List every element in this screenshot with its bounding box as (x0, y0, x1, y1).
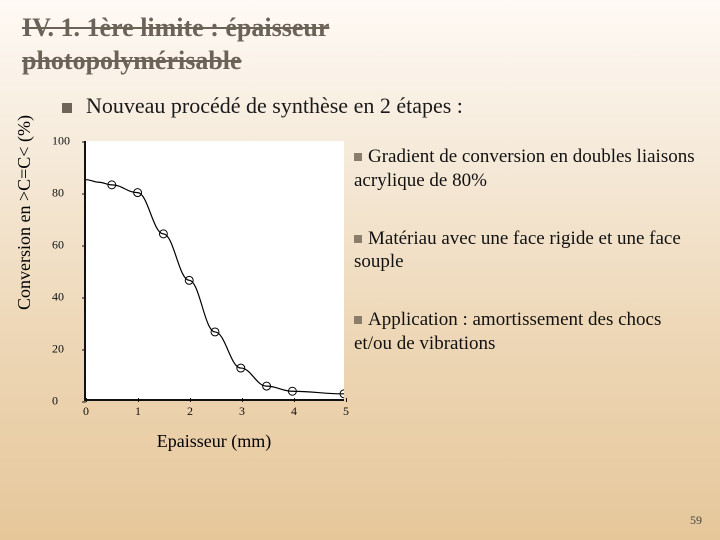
bullet-list: Gradient de conversion en doubles liaiso… (354, 141, 698, 356)
title-line-1: IV. 1. 1ère limite : épaisseur (22, 13, 329, 42)
y-tick: 80 (52, 186, 64, 201)
bullet-2: Matériau avec une face rigide et une fac… (354, 227, 698, 275)
chart-x-label: Epaisseur (mm) (157, 431, 271, 452)
bullet-2-text: Matériau avec une face rigide et une fac… (354, 228, 681, 273)
bullet-icon (354, 235, 362, 243)
x-tick: 2 (187, 404, 193, 419)
x-tick: 1 (135, 404, 141, 419)
x-tick: 5 (343, 404, 349, 419)
bullet-3: Application : amortissement des chocs et… (354, 308, 698, 356)
subtitle-text: Nouveau procédé de synthèse en 2 étapes … (86, 93, 463, 119)
chart-markers (108, 181, 344, 398)
slide: IV. 1. 1ère limite : épaisseur photopoly… (0, 0, 720, 540)
title-line-2: photopolymérisable (22, 46, 242, 75)
x-tick: 4 (291, 404, 297, 419)
slide-title: IV. 1. 1ère limite : épaisseur photopoly… (22, 12, 698, 77)
chart-y-label: Conversion en >C=C< (%) (14, 115, 35, 310)
y-tick: 40 (52, 290, 64, 305)
x-tick: 3 (239, 404, 245, 419)
y-tick: 100 (52, 134, 70, 149)
subtitle-row: Nouveau procédé de synthèse en 2 étapes … (62, 93, 698, 119)
chart-curve (86, 180, 344, 394)
bullet-3-text: Application : amortissement des chocs et… (354, 309, 661, 354)
bullet-1: Gradient de conversion en doubles liaiso… (354, 145, 698, 193)
conversion-chart: 020406080100012345 (84, 141, 344, 401)
content-row: Conversion en >C=C< (%) 0204060801000123… (30, 141, 698, 452)
y-tick: 60 (52, 238, 64, 253)
chart-svg (86, 141, 344, 399)
x-tick: 0 (83, 404, 89, 419)
bullet-icon (62, 103, 72, 113)
slide-number: 59 (690, 513, 702, 528)
bullet-icon (354, 316, 362, 324)
bullet-1-text: Gradient de conversion en doubles liaiso… (354, 146, 695, 191)
bullet-icon (354, 153, 362, 161)
y-tick: 0 (52, 394, 58, 409)
y-tick: 20 (52, 342, 64, 357)
chart-column: Conversion en >C=C< (%) 0204060801000123… (30, 141, 344, 452)
